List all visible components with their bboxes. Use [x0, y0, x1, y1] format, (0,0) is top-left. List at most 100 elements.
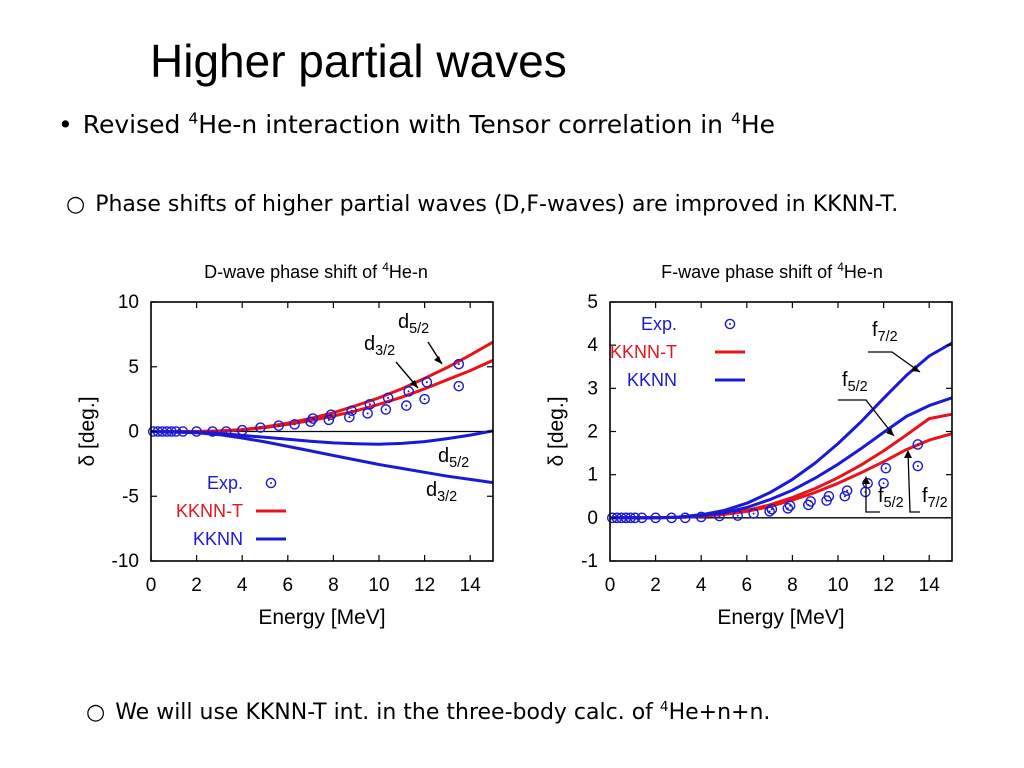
exp-points: [147, 358, 465, 437]
y-tick-label: 5: [128, 357, 139, 378]
exp-points: [606, 439, 924, 524]
y-tick-label: 3: [587, 378, 598, 399]
exp-point: [207, 426, 218, 437]
exp-point: [823, 490, 835, 502]
exp-point-dot: [770, 508, 773, 511]
annotation-arrowhead: [410, 380, 418, 388]
annotation-d52-kknn-t: d5/2: [398, 311, 429, 337]
exp-point: [305, 416, 316, 428]
exp-point: [714, 510, 725, 522]
annotation-d32-kknn: d3/2: [426, 479, 457, 505]
exp-point-dot: [425, 381, 428, 384]
bullet-main-text-2: He-n interaction with Tensor correlation…: [198, 110, 731, 139]
exp-point-dot: [916, 465, 919, 468]
legend-label: KKNN: [627, 370, 677, 390]
bullet-main-sup-2: 4: [730, 109, 741, 128]
exp-point: [679, 512, 691, 524]
exp-point-dot: [684, 516, 687, 519]
exp-point: [382, 392, 394, 404]
exp-point: [650, 512, 661, 524]
exp-point: [453, 358, 465, 370]
y-tick-label: -5: [122, 486, 139, 507]
exp-point: [732, 510, 743, 521]
annotation-arrow: [868, 351, 921, 373]
y-tick-label: 0: [587, 508, 598, 529]
exp-point: [748, 508, 759, 519]
exp-point-dot: [882, 482, 885, 485]
y-tick-label: -1: [581, 551, 598, 572]
line-chart-d-wave: D-wave phase shift of 4He-n 0 2 4 6 8 10 12 14 10…: [76, 260, 494, 629]
x-tick-label: 0: [605, 575, 616, 596]
exp-point-dot: [846, 489, 849, 492]
exp-point-dot: [195, 430, 198, 433]
exp-point: [380, 404, 392, 415]
legend: Exp. KKNN-T KKNN: [176, 473, 286, 549]
exp-point: [839, 490, 851, 502]
exp-point: [629, 512, 641, 524]
line-chart-f-wave: F-wave phase shift of 4He-n0 2 4 6 8 10 12 1454…: [545, 260, 953, 629]
exp-point: [307, 413, 319, 424]
legend-exp-dot: [270, 482, 272, 484]
annotations: f7/2f5/2f5/2 f7/2: [838, 319, 948, 513]
bullet-sub2-text-1: We will use KKNN-T int. in the three-bod…: [115, 700, 660, 725]
exp-point-dot: [670, 516, 673, 519]
exp-point-dot: [407, 390, 410, 393]
exp-point: [289, 419, 300, 430]
exp-point: [236, 424, 248, 436]
legend-label: KKNN-T: [176, 501, 243, 521]
x-tick-label: 14: [460, 575, 482, 596]
x-axis-label: Energy [MeV]: [258, 606, 385, 629]
exp-point-dot: [654, 516, 657, 519]
chart-title: D-wave phase shift of 4He-n: [204, 260, 428, 282]
exp-point-dot: [181, 430, 184, 433]
y-tick-label: 10: [118, 292, 139, 313]
exp-point: [364, 399, 376, 410]
exp-point-dot: [405, 404, 408, 407]
exp-point: [220, 426, 232, 437]
exp-point-dot: [175, 430, 178, 433]
slide-title: Higher partial waves: [150, 35, 567, 87]
x-tick-label: 12: [873, 575, 894, 596]
exp-point-dot: [423, 398, 426, 401]
x-tick-label: 8: [328, 575, 339, 596]
bullet-sub-three-body: ○ We will use KKNN-T int. in the three-bo…: [86, 700, 770, 725]
exp-point: [323, 414, 335, 426]
exp-point: [764, 506, 775, 517]
exp-point-dot: [718, 515, 721, 518]
exp-point: [666, 512, 677, 524]
series-line-kknn-f5-2: [610, 396, 952, 520]
x-tick-label: 14: [919, 575, 941, 596]
x-tick-label: 4: [237, 575, 248, 596]
bullet-sub2-text-2: He+n+n.: [668, 700, 771, 725]
y-tick-label: 0: [128, 422, 139, 443]
annotation-f72-kknn-t: f7/2: [922, 485, 948, 511]
exp-point: [805, 496, 816, 507]
exp-point-dot: [241, 429, 244, 432]
exp-point-dot: [366, 412, 369, 415]
x-tick-label: 8: [787, 575, 798, 596]
exp-point: [419, 393, 430, 405]
legend-exp-symbol: [265, 477, 277, 489]
exp-point-dot: [277, 424, 280, 427]
exp-point-dot: [884, 467, 887, 470]
exp-point: [636, 512, 648, 524]
exp-point-dot: [809, 500, 812, 503]
x-tick-label: 2: [650, 575, 661, 596]
exp-point: [912, 439, 924, 450]
legend-exp-dot: [729, 323, 731, 325]
annotation-arrow: [907, 451, 920, 513]
exp-point: [453, 380, 465, 392]
exp-point-dot: [457, 363, 460, 366]
bullet-circle-icon: ○: [86, 700, 106, 725]
exp-point: [273, 420, 284, 431]
exp-point-dot: [259, 426, 262, 429]
exp-point: [695, 511, 707, 523]
bullet-sub2-sup: 4: [659, 698, 669, 715]
annotation-d52-kknn: d5/2: [438, 445, 469, 471]
bullet-dot-icon: •: [58, 110, 73, 139]
chart-title: F-wave phase shift of 4He-n: [661, 260, 883, 282]
x-tick-label: 10: [368, 575, 389, 596]
exp-point: [170, 426, 182, 437]
exp-point: [325, 409, 337, 420]
bullet-main-text-3: He: [740, 110, 776, 139]
